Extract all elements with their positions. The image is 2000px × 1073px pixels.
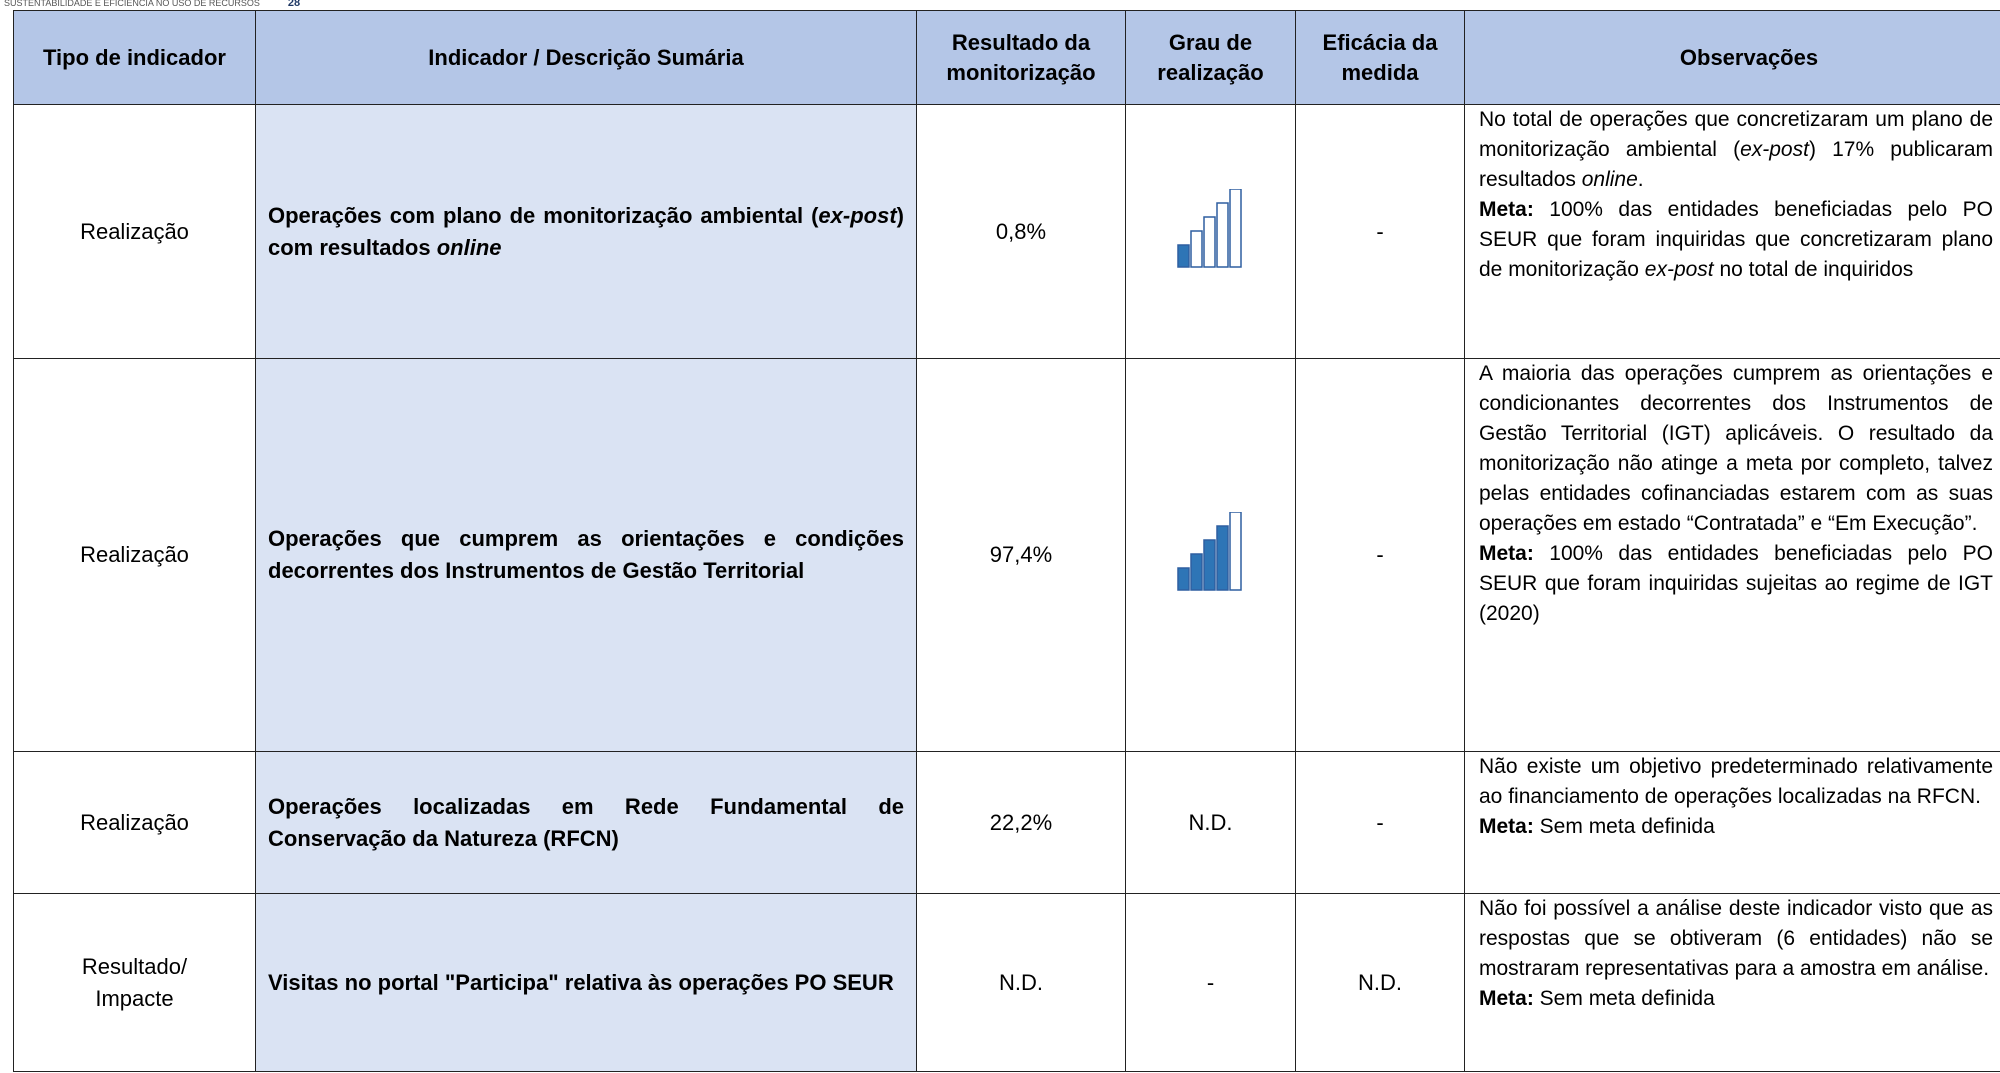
signal-bar — [1228, 511, 1242, 591]
text-run: Meta: — [1479, 542, 1534, 565]
observation-paragraph: Meta: 100% das entidades beneficiadas pe… — [1479, 539, 1993, 629]
signal-bar — [1189, 229, 1203, 268]
achievement-degree: N.D. — [1125, 751, 1296, 894]
signal-bar — [1202, 539, 1216, 591]
measure-efficacy: - — [1295, 751, 1465, 894]
table-row: Realização Operações com plano de monitor… — [13, 104, 2000, 359]
column-header: Resultado da monitorização — [916, 10, 1126, 105]
monitoring-result: 0,8% — [916, 104, 1126, 359]
text-run: ex-post — [1644, 258, 1714, 281]
page-number: 28 — [287, 0, 301, 9]
column-header: Grau de realização — [1125, 10, 1296, 105]
section-title: SUSTENTABILIDADE E EFICIÊNCIA NO USO DE … — [4, 0, 260, 8]
text-run: no total de inquiridos — [1713, 258, 1914, 281]
monitoring-result: 97,4% — [916, 358, 1126, 752]
column-header: Tipo de indicador — [13, 10, 256, 105]
text-run: Meta: — [1479, 815, 1534, 838]
measure-efficacy: N.D. — [1295, 893, 1465, 1072]
header-row: Tipo de indicador Indicador / Descrição S… — [13, 10, 2000, 105]
observation-paragraph: Meta: Sem meta definida — [1479, 812, 1993, 842]
indicator-description: Operações localizadas em Rede Fundamenta… — [255, 751, 917, 894]
text-run: ex-post — [818, 202, 897, 228]
text-run: Operações com plano de monitorização amb… — [268, 202, 819, 228]
signal-bar — [1176, 567, 1190, 591]
text-run: . — [1637, 168, 1644, 191]
running-header: SUSTENTABILIDADE E EFICIÊNCIA NO USO DE … — [4, 0, 300, 9]
indicator-type: Resultado/ Impacte — [13, 893, 256, 1072]
observation-paragraph: Não foi possível a análise deste indicad… — [1479, 894, 1993, 984]
signal-bar — [1215, 201, 1229, 268]
text-run: Não foi possível a análise deste indicad… — [1479, 897, 1993, 980]
measure-efficacy: - — [1295, 104, 1465, 359]
indicator-description: Operações que cumprem as orientações e c… — [255, 358, 917, 752]
table-row: Realização Operações localizadas em Rede … — [13, 751, 2000, 894]
text-run: ) 17% publicaram resultados — [1479, 138, 1993, 191]
text-run: ex-post — [1740, 138, 1809, 161]
monitoring-result: N.D. — [916, 893, 1126, 1072]
indicator-type: Realização — [13, 751, 256, 894]
monitoring-result: 22,2% — [916, 751, 1126, 894]
achievement-degree: - — [1125, 893, 1296, 1072]
text-run: online — [1581, 168, 1638, 191]
text-run: A maioria das operações cumprem as orien… — [1479, 362, 1993, 535]
signal-icon — [1176, 187, 1242, 268]
indicator-description: Visitas no portal "Participa" relativa à… — [255, 893, 917, 1072]
achievement-degree — [1125, 358, 1296, 752]
observations: No total de operações que concretizaram … — [1464, 104, 2000, 359]
observation-paragraph: A maioria das operações cumprem as orien… — [1479, 359, 1993, 539]
indicator-table: Tipo de indicador Indicador / Descrição S… — [13, 10, 2000, 1072]
signal-bar — [1176, 243, 1190, 268]
signal-bar — [1202, 215, 1216, 268]
table-row: Resultado/ Impacte Visitas no portal "Par… — [13, 893, 2000, 1072]
text-run: 100% das entidades beneficiadas pelo PO … — [1479, 198, 1993, 281]
table-body: Realização Operações com plano de monitor… — [13, 104, 2000, 1072]
signal-icon — [1176, 511, 1242, 591]
text-run: 100% das entidades beneficiadas pelo PO … — [1479, 542, 1993, 625]
text-run: Operações localizadas em Rede Fundamenta… — [268, 793, 904, 851]
observations: Não foi possível a análise deste indicad… — [1464, 893, 2000, 1072]
column-header: Eficácia da medida — [1295, 10, 1465, 105]
text-run: Meta: — [1479, 198, 1534, 221]
text-run: ) com resultados — [268, 202, 904, 260]
indicator-type: Realização — [13, 358, 256, 752]
text-run: Não existe um objetivo predeterminado re… — [1479, 755, 1993, 808]
observation-paragraph: Meta: Sem meta definida — [1479, 984, 1993, 1014]
achievement-degree — [1125, 104, 1296, 359]
signal-bar — [1228, 187, 1242, 268]
text-run: Visitas no portal "Participa" relativa à… — [268, 969, 894, 995]
indicator-description: Operações com plano de monitorização amb… — [255, 104, 917, 359]
text-run: online — [436, 234, 502, 260]
observation-paragraph: Meta: 100% das entidades beneficiadas pe… — [1479, 195, 1993, 285]
observation-paragraph: No total de operações que concretizaram … — [1479, 105, 1993, 195]
measure-efficacy: - — [1295, 358, 1465, 752]
observations: Não existe um objetivo predeterminado re… — [1464, 751, 2000, 894]
indicator-type: Realização — [13, 104, 256, 359]
table-row: Realização Operações que cumprem as orien… — [13, 358, 2000, 752]
observations: A maioria das operações cumprem as orien… — [1464, 358, 2000, 752]
column-header: Indicador / Descrição Sumária — [255, 10, 917, 105]
text-run: Sem meta definida — [1533, 815, 1715, 838]
column-header: Observações — [1464, 10, 2000, 105]
text-run: Operações que cumprem as orientações e c… — [268, 526, 904, 583]
text-run: Meta: — [1479, 987, 1534, 1010]
signal-bar — [1215, 525, 1229, 591]
text-run: No total de operações que concretizaram … — [1479, 108, 1993, 161]
signal-bar — [1189, 553, 1203, 591]
observation-paragraph: Não existe um objetivo predeterminado re… — [1479, 752, 1993, 812]
text-run: Sem meta definida — [1533, 987, 1715, 1010]
